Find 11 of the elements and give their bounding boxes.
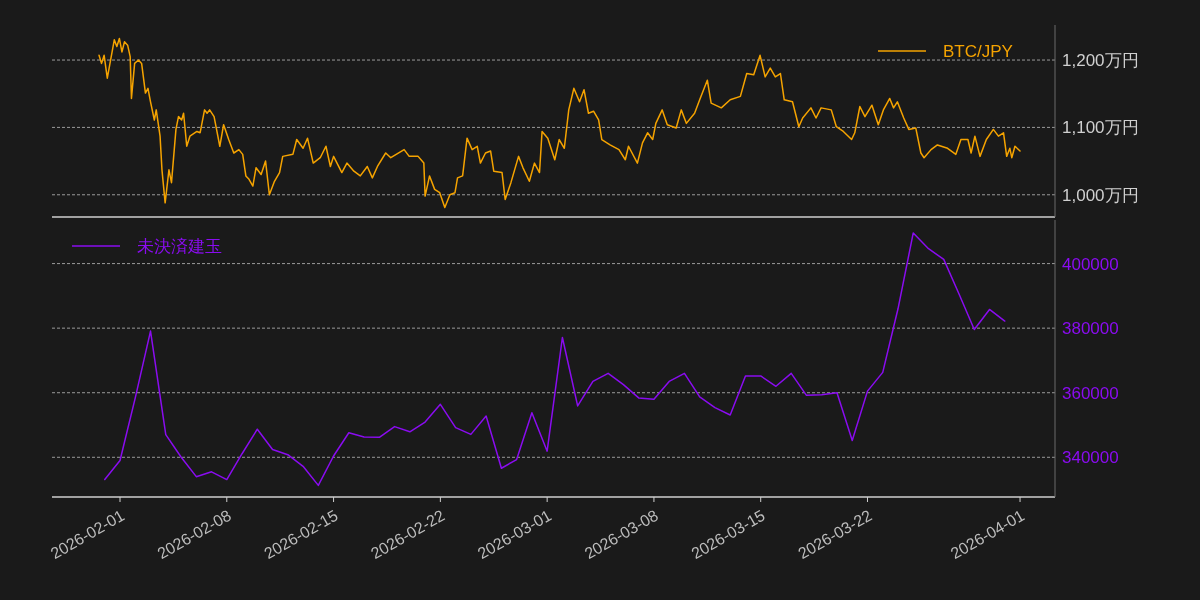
line-series — [104, 232, 1006, 487]
y-tick-label: 400000 — [1062, 254, 1119, 274]
legend-label: BTC/JPY — [943, 41, 1013, 61]
line-series — [98, 37, 1021, 209]
y-tick-label: 1,100万円 — [1062, 118, 1139, 138]
y-tick-label: 1,200万円 — [1062, 50, 1139, 70]
y-tick-label: 380000 — [1062, 319, 1119, 339]
legend-label: 未決済建玉 — [137, 236, 222, 256]
y-tick-label: 1,000万円 — [1062, 185, 1139, 205]
y-tick-label: 360000 — [1062, 383, 1119, 403]
y-tick-label: 340000 — [1062, 448, 1119, 468]
